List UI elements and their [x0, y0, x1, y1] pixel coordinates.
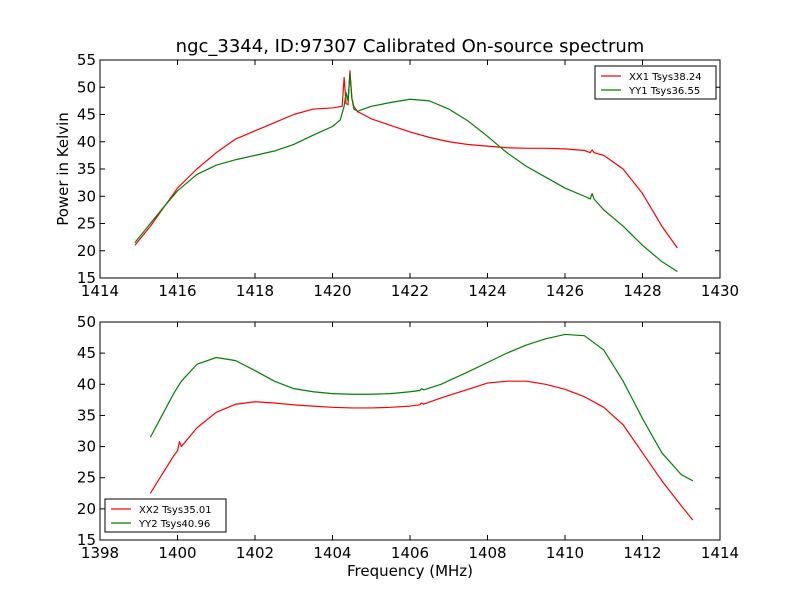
- top-x-tick-label: 1422: [391, 282, 429, 300]
- top-y-axis-label: Power in Kelvin: [54, 112, 72, 226]
- bottom-y-tick-label: 45: [77, 344, 96, 362]
- bottom-y-tick-label: 20: [77, 500, 96, 518]
- top-series-line-2: [134, 73, 678, 272]
- top-x-tick-label: 1418: [236, 282, 274, 300]
- bottom-y-tick-label: 50: [77, 313, 96, 331]
- bottom-x-tick-label: 1402: [236, 544, 274, 562]
- bottom-legend-label-2: YY2 Tsys40.96: [138, 519, 210, 530]
- top-legend-label-2: YY1 Tsys36.55: [628, 86, 700, 97]
- bottom-x-axis-label: Frequency (MHz): [347, 562, 473, 580]
- bottom-x-tick-label: 1404: [313, 544, 351, 562]
- bottom-y-tick-label: 40: [77, 375, 96, 393]
- bottom-y-tick-label: 35: [77, 406, 96, 424]
- bottom-x-tick-label: 1398: [81, 544, 119, 562]
- top-x-tick-label: 1426: [546, 282, 584, 300]
- top-panel: 1414 1416 1418 1420 1422 1424 1426 1428 1430 15 20…: [77, 51, 739, 300]
- top-series-line-1: [134, 70, 678, 249]
- bottom-x-tick-label: 1406: [391, 544, 429, 562]
- top-y-tick-label: 15: [77, 269, 96, 287]
- bottom-x-tick-label: 1410: [546, 544, 584, 562]
- bottom-y-tick-label: 25: [77, 469, 96, 487]
- top-x-tick-label: 1414: [81, 282, 119, 300]
- top-y-tick-label: 30: [77, 187, 96, 205]
- bottom-y-tick-label: 30: [77, 438, 96, 456]
- bottom-panel: 1398 1400 1402 1404 1406 1408 1410 1412 1414 15 20…: [77, 313, 739, 562]
- top-x-tick-label: 1420: [313, 282, 351, 300]
- top-y-tick-label: 55: [77, 51, 96, 69]
- bottom-x-tick-label: 1408: [468, 544, 506, 562]
- bottom-series-line-2: [149, 333, 694, 482]
- top-y-tick-label: 40: [77, 133, 96, 151]
- top-x-tick-label: 1430: [701, 282, 739, 300]
- bottom-series-line-1: [149, 380, 694, 521]
- top-y-tick-label: 20: [77, 242, 96, 260]
- bottom-x-tick-label: 1414: [701, 544, 739, 562]
- top-y-tick-label: 35: [77, 160, 96, 178]
- top-y-tick-label: 50: [77, 78, 96, 96]
- bottom-legend-label-1: XX2 Tsys35.01: [139, 505, 212, 516]
- bottom-x-tick-label: 1412: [623, 544, 661, 562]
- top-legend-box: [594, 65, 717, 100]
- bottom-y-tick-label: 15: [77, 531, 96, 549]
- top-x-tick-label: 1428: [623, 282, 661, 300]
- bottom-legend: XX2 Tsys35.01 YY2 Tsys40.96: [104, 498, 227, 533]
- chart-title: ngc_3344, ID:97307 Calibrated On-source …: [176, 36, 645, 57]
- top-legend-label-1: XX1 Tsys38.24: [629, 72, 702, 83]
- top-y-tick-label: 25: [77, 215, 96, 233]
- top-x-tick-label: 1424: [468, 282, 506, 300]
- top-legend: XX1 Tsys38.24 YY1 Tsys36.55: [594, 65, 717, 100]
- top-x-tick-label: 1416: [158, 282, 196, 300]
- bottom-legend-box: [104, 498, 227, 533]
- top-y-tick-label: 45: [77, 106, 96, 124]
- bottom-x-tick-label: 1400: [158, 544, 196, 562]
